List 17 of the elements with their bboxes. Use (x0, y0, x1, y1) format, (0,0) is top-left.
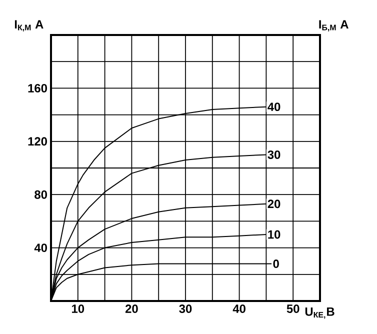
series-label: 30 (268, 150, 280, 159)
series-label: 0 (273, 260, 279, 268)
x-tick-label: 10 (72, 304, 84, 313)
legend-title: I$_{Б,М}$ А (319, 20, 348, 32)
x-tick-label: 40 (232, 304, 246, 313)
x-axis-title: U$_{КЕ,}$В (305, 308, 334, 319)
y-axis-title: I$_{К,М}$ А (14, 20, 44, 32)
x-tick-label: 20 (125, 304, 138, 313)
y-tick-label: 80 (34, 190, 47, 199)
series-label: 10 (268, 230, 280, 239)
x-tick-label: 50 (286, 304, 300, 313)
y-tick-label: 160 (28, 84, 47, 92)
x-tick-label: 30 (179, 304, 192, 314)
series-label: 40 (268, 102, 280, 112)
series-label: 20 (268, 200, 280, 208)
y-tick-label: 120 (28, 137, 47, 146)
y-tick-label: 40 (34, 244, 47, 252)
